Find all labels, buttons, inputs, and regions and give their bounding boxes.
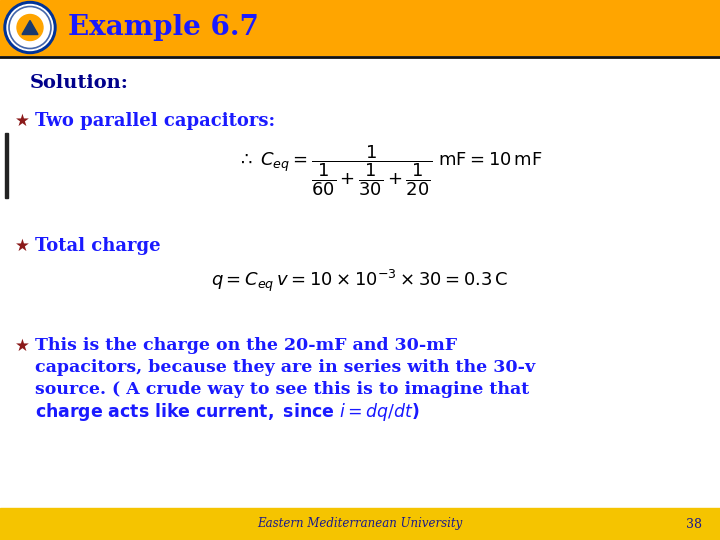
Text: Solution:: Solution: — [30, 74, 129, 92]
Bar — [0, 0, 720, 55]
Bar — [0, 508, 720, 540]
Circle shape — [4, 2, 56, 53]
Bar — [5, 133, 8, 198]
Circle shape — [7, 4, 53, 51]
Text: capacitors, because they are in series with the 30-v: capacitors, because they are in series w… — [35, 360, 535, 376]
Circle shape — [17, 15, 43, 40]
Text: This is the charge on the 20-mF and 30-mF: This is the charge on the 20-mF and 30-m… — [35, 338, 457, 354]
Text: Example 6.7: Example 6.7 — [68, 14, 259, 41]
Text: Total charge: Total charge — [35, 237, 161, 255]
Text: Two parallel capacitors:: Two parallel capacitors: — [35, 112, 275, 130]
Text: ★: ★ — [14, 112, 30, 130]
Text: 38: 38 — [686, 517, 702, 530]
Polygon shape — [22, 21, 38, 35]
Text: ★: ★ — [14, 237, 30, 255]
Text: Eastern Mediterranean University: Eastern Mediterranean University — [257, 517, 463, 530]
Text: $\mathbf{charge\ acts\ like\ current,\ since\ }$$\mathit{i = dq/dt}$$\mathbf{)}$: $\mathbf{charge\ acts\ like\ current,\ s… — [35, 401, 420, 423]
Text: $q = C_{eq}\,v = 10\times 10^{-3}\times 30 = 0.3\,\mathrm{C}$: $q = C_{eq}\,v = 10\times 10^{-3}\times … — [211, 268, 509, 294]
Text: $\therefore\; C_{eq} = \dfrac{1}{\dfrac{1}{60}+\dfrac{1}{30}+\dfrac{1}{20}}\; \m: $\therefore\; C_{eq} = \dfrac{1}{\dfrac{… — [237, 144, 543, 198]
Text: source. ( A crude way to see this is to imagine that: source. ( A crude way to see this is to … — [35, 381, 529, 399]
Text: ★: ★ — [14, 337, 30, 355]
